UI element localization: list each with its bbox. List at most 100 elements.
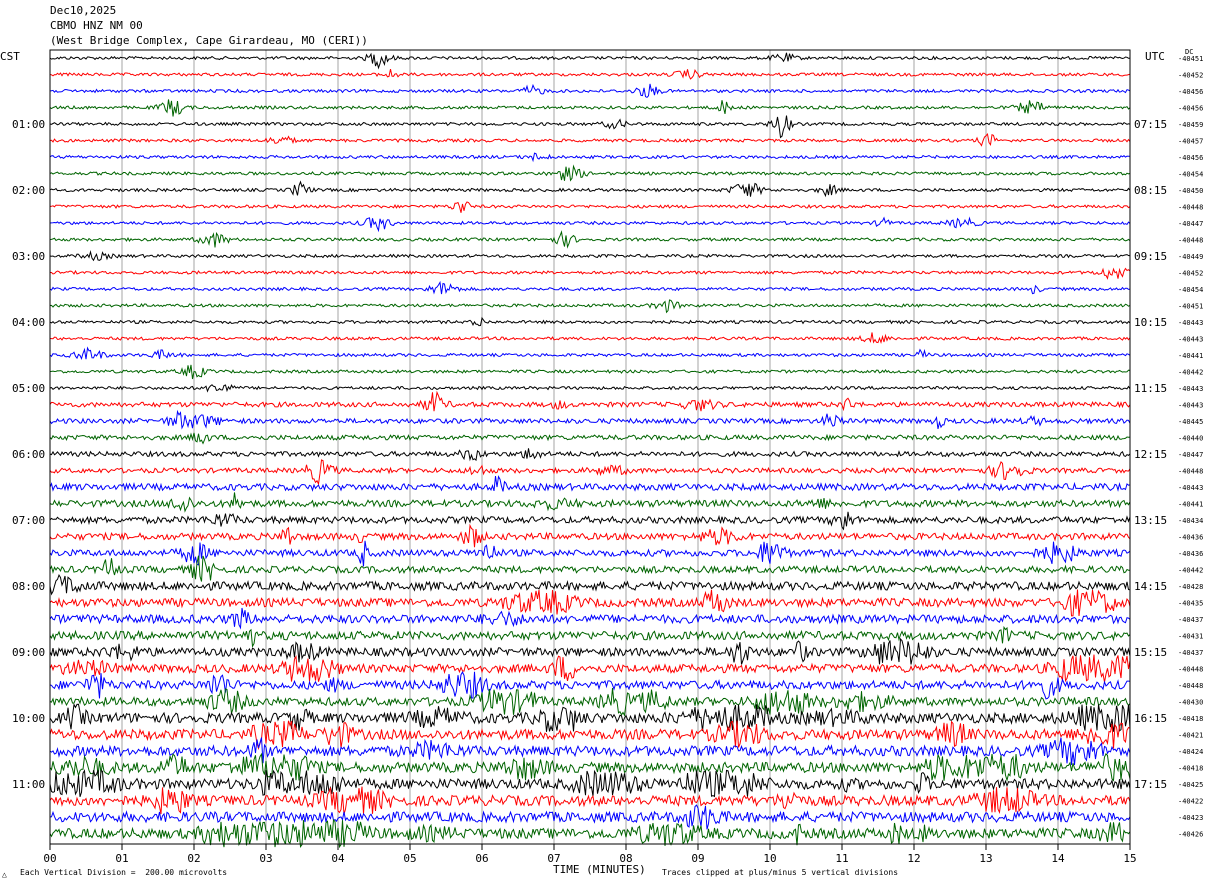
dc-offset-label: -40424 xyxy=(1178,748,1203,756)
scale-note: Each Vertical Division = 200.00 microvol… xyxy=(20,868,228,877)
dc-offset-label: -40445 xyxy=(1178,418,1203,426)
dc-offset-label: -40448 xyxy=(1178,468,1203,476)
left-hour-label: 08:00 xyxy=(12,580,45,593)
dc-offset-label: -40452 xyxy=(1178,270,1203,278)
x-tick-label: 05 xyxy=(403,852,416,865)
trace-line xyxy=(49,637,1131,665)
right-hour-label: 11:15 xyxy=(1134,382,1167,395)
trace-line xyxy=(49,68,1131,80)
right-hour-label: 08:15 xyxy=(1134,184,1167,197)
dc-offset-label: -40430 xyxy=(1178,699,1203,707)
dc-offset-label: -40456 xyxy=(1178,88,1203,96)
trace-line xyxy=(49,152,1130,163)
plot-frame xyxy=(49,49,1131,845)
dc-offset-label: -40441 xyxy=(1178,501,1203,509)
trace-line xyxy=(49,132,1131,147)
dc-offset-label: -40425 xyxy=(1178,781,1203,789)
right-hour-label: 16:15 xyxy=(1134,712,1167,725)
trace-line xyxy=(49,737,1131,765)
trace-line xyxy=(49,364,1131,380)
trace-line xyxy=(49,475,1131,492)
dc-offset-label: -40435 xyxy=(1178,600,1203,608)
trace-line xyxy=(49,201,1131,213)
axis-labels: 00 01 02 03 04 05 06 07 08 09 10 11 12 13 14 15 01:00 02:… xyxy=(12,55,1203,865)
x-tick-label: 01 xyxy=(115,852,128,865)
trace-line xyxy=(49,346,1131,361)
dc-offset-label: -40443 xyxy=(1178,484,1203,492)
trace-line xyxy=(49,99,1131,117)
dc-offset-label: -40431 xyxy=(1178,633,1203,641)
trace-line xyxy=(49,804,1131,830)
dc-offset-label: -40418 xyxy=(1178,765,1203,773)
left-hour-label: 05:00 xyxy=(12,382,45,395)
x-tick-label: 00 xyxy=(43,852,56,865)
left-hour-label: 07:00 xyxy=(12,514,45,527)
header-date: Dec10,2025 xyxy=(50,4,117,17)
dc-offset-label: -40442 xyxy=(1178,567,1203,575)
trace-line xyxy=(49,448,1131,462)
x-tick-label: 07 xyxy=(547,852,560,865)
dc-offset-label: -40450 xyxy=(1178,187,1203,195)
dc-offset-label: -40418 xyxy=(1178,715,1203,723)
dc-offset-label: -40456 xyxy=(1178,105,1203,113)
trace-line xyxy=(49,409,1131,430)
trace-line xyxy=(49,316,1131,327)
right-hour-label: 10:15 xyxy=(1134,316,1167,329)
x-tick-label: 10 xyxy=(763,852,776,865)
x-tick-label: 03 xyxy=(259,852,272,865)
x-tick-label: 04 xyxy=(331,852,345,865)
dc-offset-label: -40459 xyxy=(1178,121,1203,129)
left-hour-label: 02:00 xyxy=(12,184,45,197)
clip-note: Traces clipped at plus/minus 5 vertical … xyxy=(662,868,899,877)
x-axis-title: TIME (MINUTES) xyxy=(553,863,646,876)
x-tick-label: 11 xyxy=(835,852,848,865)
x-tick-label: 15 xyxy=(1123,852,1136,865)
left-hour-label: 09:00 xyxy=(12,646,45,659)
right-axis-label: UTC xyxy=(1145,50,1165,63)
dc-offset-label: -40434 xyxy=(1178,517,1203,525)
trace-line xyxy=(49,180,1131,198)
dc-offset-label: -40428 xyxy=(1178,583,1203,591)
dc-offset-label: -40421 xyxy=(1178,732,1203,740)
dc-offset-label: -40447 xyxy=(1178,451,1203,459)
dc-offset-label: -40437 xyxy=(1178,616,1203,624)
x-tick-label: 12 xyxy=(907,852,920,865)
dc-offset-label: -40452 xyxy=(1178,72,1203,80)
trace-line xyxy=(49,459,1131,486)
trace-line xyxy=(49,52,1130,70)
dc-offset-label: -40451 xyxy=(1178,55,1203,63)
dc-offset-label: -40443 xyxy=(1178,336,1203,344)
trace-line xyxy=(49,720,1131,751)
trace-line xyxy=(49,164,1131,182)
left-hour-label: 03:00 xyxy=(12,250,45,263)
dc-offset-label: -40441 xyxy=(1178,352,1203,360)
x-tick-label: 14 xyxy=(1051,852,1065,865)
left-hour-label: 01:00 xyxy=(12,118,45,131)
dc-offset-label: -40454 xyxy=(1178,286,1203,294)
trace-line xyxy=(49,786,1131,815)
dc-offset-label: -40454 xyxy=(1178,171,1203,179)
trace-line xyxy=(49,299,1131,314)
dc-offset-label: -40437 xyxy=(1178,649,1203,657)
right-hour-label: 07:15 xyxy=(1134,118,1167,131)
left-hour-label: 10:00 xyxy=(12,712,45,725)
dc-offset-label: -40442 xyxy=(1178,369,1203,377)
x-tick-label: 06 xyxy=(475,852,488,865)
trace-line xyxy=(49,769,1131,798)
dc-offset-label: -40443 xyxy=(1178,402,1203,410)
dc-offset-label: -40436 xyxy=(1178,534,1203,542)
trace-line xyxy=(49,115,1131,139)
dc-offset-label: -40456 xyxy=(1178,154,1203,162)
trace-line xyxy=(49,83,1131,99)
trace-line xyxy=(49,752,1131,782)
dc-offset-label: -40448 xyxy=(1178,666,1203,674)
left-hour-label: 04:00 xyxy=(12,316,45,329)
dc-label: DC xyxy=(1185,48,1194,56)
trace-line xyxy=(49,250,1131,262)
trace-line xyxy=(49,654,1131,683)
dc-offset-label: -40422 xyxy=(1178,798,1203,806)
trace-line xyxy=(49,540,1131,567)
trace-line xyxy=(49,511,1131,531)
trace-line xyxy=(49,818,1131,849)
